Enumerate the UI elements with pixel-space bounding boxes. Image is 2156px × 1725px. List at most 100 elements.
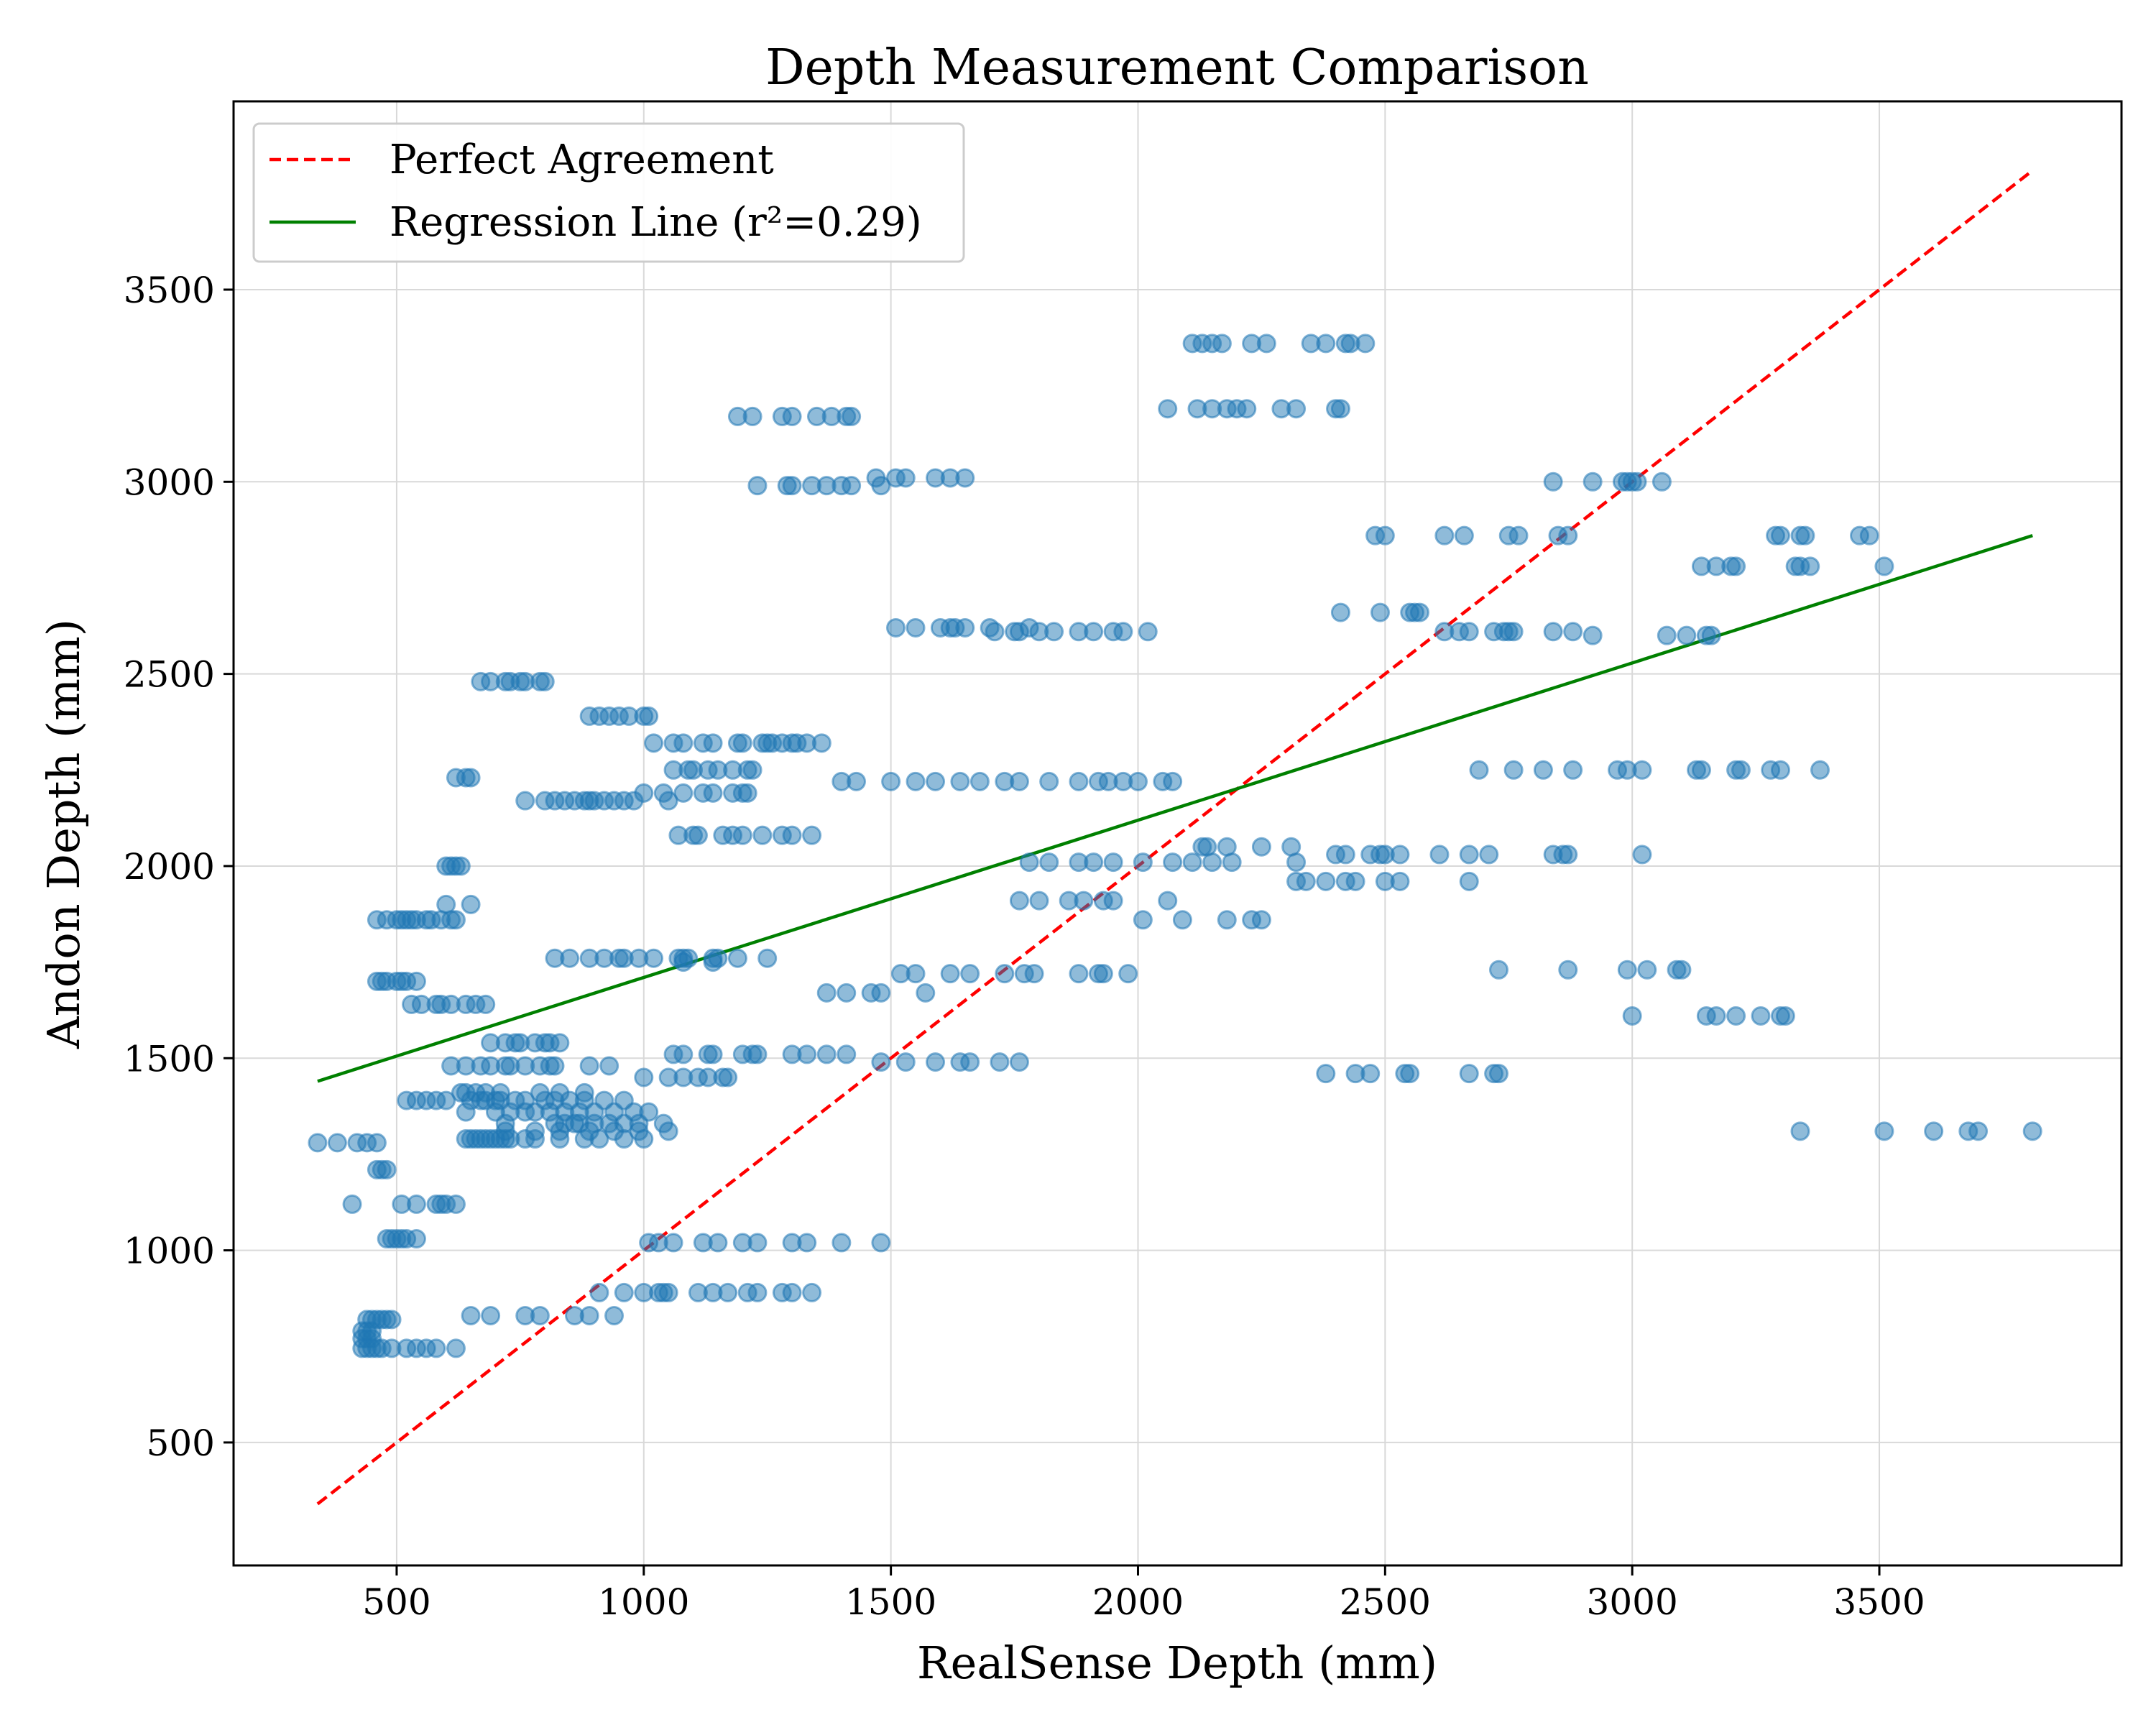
data-point	[1009, 1052, 1029, 1072]
data-point	[985, 622, 1005, 642]
data-point	[436, 1090, 456, 1110]
data-point	[1459, 871, 1479, 891]
data-point	[1163, 852, 1183, 873]
data-point	[1632, 760, 1652, 780]
data-point	[1479, 845, 1499, 865]
data-point	[1563, 622, 1583, 642]
data-point	[703, 783, 723, 803]
data-point	[718, 1282, 738, 1302]
data-point	[916, 983, 936, 1003]
data-point	[1172, 910, 1192, 930]
data-point	[1375, 525, 1395, 546]
data-point	[446, 1194, 466, 1214]
data-point	[1330, 602, 1350, 622]
y-tick-label: 1000	[124, 1230, 215, 1272]
data-point	[599, 1056, 619, 1076]
data-point	[1237, 399, 1257, 419]
data-point	[673, 952, 694, 972]
data-point	[990, 1052, 1010, 1072]
data-point	[1084, 622, 1104, 642]
data-point	[663, 1233, 683, 1253]
data-point	[842, 406, 862, 426]
data-point	[1968, 1121, 1989, 1141]
x-tick-label: 2000	[1092, 1581, 1184, 1623]
data-point	[782, 406, 802, 426]
data-point	[1770, 525, 1790, 546]
data-point	[1859, 525, 1879, 546]
data-point	[797, 1233, 817, 1253]
legend-perfect-agreement-label: Perfect Agreement	[390, 137, 774, 183]
data-point	[747, 1282, 768, 1302]
data-point	[1726, 556, 1746, 576]
data-point	[747, 1233, 768, 1253]
regression-line	[317, 534, 2033, 1083]
data-point	[1113, 622, 1133, 642]
data-point	[1731, 760, 1751, 780]
data-point	[1691, 760, 1711, 780]
data-point	[747, 1044, 768, 1064]
data-point	[732, 825, 752, 845]
legend: Perfect Agreement Regression Line (r²=0.…	[252, 122, 965, 263]
data-point	[871, 983, 891, 1003]
data-point	[1074, 891, 1094, 911]
data-point	[1158, 399, 1178, 419]
data-point	[446, 910, 466, 930]
data-point	[906, 617, 926, 638]
data-point	[377, 1159, 397, 1179]
data-point	[1316, 1064, 1336, 1084]
data-point	[737, 783, 757, 803]
data-point	[782, 825, 802, 845]
data-point	[797, 1044, 817, 1064]
data-point	[560, 948, 580, 968]
data-point	[1316, 334, 1336, 354]
data-point	[342, 1194, 362, 1214]
data-point	[1158, 891, 1178, 911]
data-point	[673, 783, 694, 803]
x-tick-label: 1500	[845, 1581, 936, 1623]
data-point	[955, 468, 975, 488]
data-point	[451, 856, 471, 876]
data-point	[837, 1044, 857, 1064]
data-point	[535, 671, 555, 691]
data-point	[1093, 964, 1113, 984]
data-point	[639, 706, 659, 726]
data-point	[846, 771, 866, 791]
data-point	[579, 1305, 599, 1325]
data-point	[1770, 760, 1790, 780]
data-point	[550, 1033, 570, 1053]
data-point	[831, 1233, 852, 1253]
data-point	[742, 406, 763, 426]
data-point	[1370, 602, 1390, 622]
data-point	[1222, 852, 1242, 873]
data-point	[1924, 1121, 1944, 1141]
data-point	[1019, 852, 1039, 873]
data-point	[1400, 1064, 1420, 1084]
data-point	[1133, 852, 1153, 873]
data-point	[881, 771, 901, 791]
data-point	[727, 948, 747, 968]
data-point	[816, 983, 837, 1003]
data-point	[644, 948, 664, 968]
data-point	[644, 733, 664, 753]
data-point	[530, 1305, 550, 1325]
data-point	[940, 964, 960, 984]
data-point	[1029, 891, 1049, 911]
data-point	[1128, 771, 1148, 791]
data-point	[1583, 472, 1603, 492]
data-point	[871, 476, 891, 496]
data-point	[1503, 622, 1524, 642]
data-point	[1296, 871, 1316, 891]
y-tick-label: 1500	[124, 1038, 215, 1080]
data-point	[1044, 622, 1064, 642]
data-point	[1316, 871, 1336, 891]
data-point	[1345, 871, 1365, 891]
data-point	[802, 1282, 822, 1302]
data-point	[673, 733, 694, 753]
data-point	[886, 617, 906, 638]
data-point	[837, 983, 857, 1003]
data-point	[1632, 845, 1652, 865]
data-point	[1810, 760, 1830, 780]
data-point	[673, 1044, 694, 1064]
data-point	[955, 617, 975, 638]
data-point	[456, 1102, 476, 1122]
